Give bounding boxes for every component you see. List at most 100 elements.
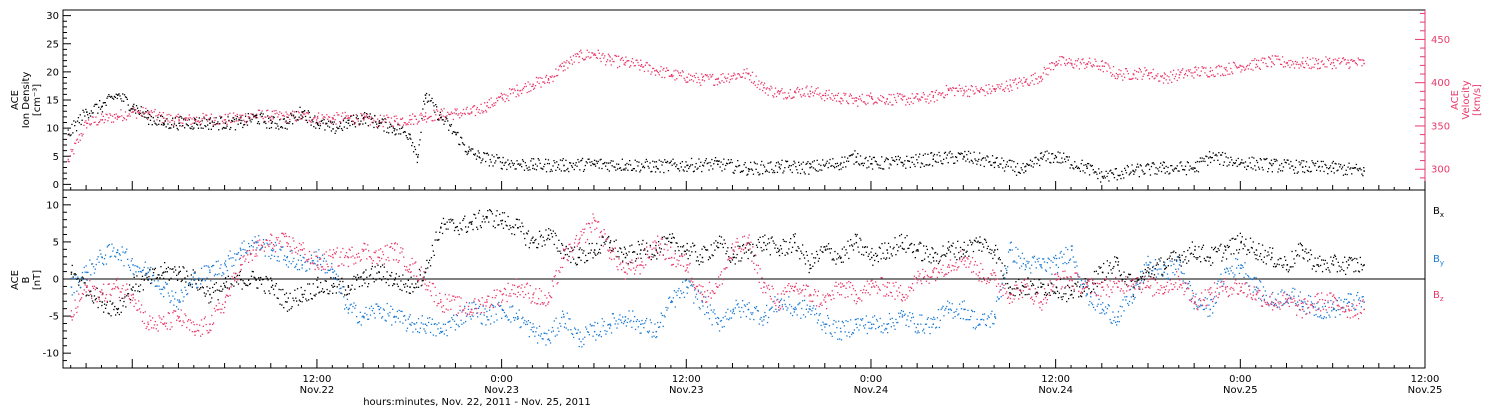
data-point-bx bbox=[1313, 265, 1315, 267]
data-point-bx bbox=[1180, 265, 1182, 267]
data-point-density bbox=[1160, 162, 1162, 164]
data-point-bx bbox=[787, 253, 789, 255]
data-point-density bbox=[132, 108, 134, 110]
data-point-density bbox=[971, 160, 973, 162]
data-point-velocity bbox=[89, 124, 92, 126]
data-point-velocity bbox=[588, 51, 590, 53]
data-point-density bbox=[120, 98, 122, 100]
data-point-bx bbox=[222, 288, 224, 290]
data-point-velocity bbox=[674, 79, 676, 81]
data-point-density bbox=[981, 157, 984, 160]
data-point-bx bbox=[542, 236, 544, 238]
data-point-bx bbox=[623, 246, 626, 248]
data-point-velocity bbox=[1030, 74, 1032, 77]
data-point-density bbox=[614, 166, 616, 168]
data-point-velocity bbox=[319, 123, 321, 125]
data-point-bx bbox=[454, 226, 457, 229]
data-point-density bbox=[139, 112, 141, 114]
data-point-density bbox=[331, 121, 333, 123]
data-point-density bbox=[864, 157, 866, 160]
data-point-velocity bbox=[939, 92, 941, 94]
data-point-density bbox=[557, 166, 559, 169]
data-point-density bbox=[839, 164, 841, 166]
data-point-bx bbox=[713, 242, 715, 244]
data-point-bx bbox=[498, 224, 500, 226]
data-point-velocity bbox=[1032, 74, 1034, 76]
data-point-bx bbox=[616, 256, 618, 258]
data-point-density bbox=[494, 162, 496, 164]
data-point-velocity bbox=[480, 103, 482, 105]
data-point-velocity bbox=[225, 121, 227, 123]
data-point-density bbox=[645, 158, 647, 161]
data-point-by bbox=[279, 248, 281, 250]
data-point-bx bbox=[419, 274, 421, 276]
data-point-velocity bbox=[1220, 65, 1223, 68]
data-point-bx bbox=[1134, 280, 1136, 283]
data-point-velocity bbox=[295, 120, 297, 122]
data-point-velocity bbox=[1271, 61, 1273, 63]
data-point-bx bbox=[753, 255, 755, 257]
data-point-bx bbox=[1072, 297, 1074, 299]
data-point-bx bbox=[627, 263, 629, 265]
data-point-bx bbox=[1245, 238, 1247, 240]
data-point-density bbox=[1281, 170, 1284, 172]
data-point-bx bbox=[355, 276, 357, 278]
data-point-bx bbox=[279, 303, 281, 305]
data-point-bx bbox=[891, 255, 893, 257]
data-point-density bbox=[279, 119, 281, 121]
data-point-density bbox=[209, 117, 212, 119]
data-point-density bbox=[601, 167, 603, 170]
data-point-density bbox=[267, 115, 269, 117]
data-point-density bbox=[609, 162, 611, 164]
data-point-density bbox=[903, 163, 905, 165]
data-point-density bbox=[585, 161, 587, 163]
data-point-velocity bbox=[438, 119, 441, 121]
data-point-velocity bbox=[298, 112, 300, 114]
data-point-bx bbox=[261, 279, 264, 281]
data-point-by bbox=[302, 256, 304, 258]
data-point-bx bbox=[459, 222, 461, 224]
data-point-bx bbox=[340, 292, 342, 294]
data-point-density bbox=[300, 114, 302, 116]
data-point-density bbox=[1041, 158, 1044, 160]
data-point-velocity bbox=[151, 111, 153, 114]
data-point-velocity bbox=[497, 96, 500, 98]
data-point-velocity bbox=[1126, 70, 1128, 72]
data-point-density bbox=[407, 138, 409, 140]
data-point-velocity bbox=[316, 119, 318, 121]
data-point-density bbox=[459, 144, 461, 146]
data-point-bx bbox=[900, 233, 903, 236]
data-point-by bbox=[134, 265, 136, 267]
data-point-density bbox=[1268, 162, 1271, 164]
data-point-density bbox=[1018, 171, 1020, 174]
data-point-by bbox=[232, 257, 234, 259]
data-point-velocity bbox=[317, 112, 320, 114]
data-point-density bbox=[1031, 160, 1033, 163]
data-point-velocity bbox=[1024, 81, 1027, 83]
data-point-bx bbox=[874, 259, 876, 262]
data-point-velocity bbox=[907, 97, 910, 99]
data-point-bx bbox=[365, 269, 367, 271]
data-point-by bbox=[416, 322, 418, 324]
data-point-by bbox=[307, 261, 309, 263]
data-point-velocity bbox=[893, 93, 895, 96]
data-point-bx bbox=[169, 268, 171, 270]
data-point-velocity bbox=[458, 113, 460, 115]
data-point-bx bbox=[1324, 259, 1326, 262]
data-point-bx bbox=[677, 246, 679, 248]
data-point-velocity bbox=[516, 84, 518, 86]
data-point-by bbox=[202, 277, 204, 280]
data-point-bx bbox=[405, 291, 408, 293]
data-point-density bbox=[242, 126, 244, 129]
data-point-density bbox=[786, 160, 789, 162]
data-point-bx bbox=[212, 286, 214, 289]
data-point-velocity bbox=[443, 108, 445, 110]
data-point-bx bbox=[569, 251, 571, 253]
data-point-velocity bbox=[1284, 65, 1286, 68]
data-point-density bbox=[871, 163, 873, 165]
data-point-density bbox=[470, 150, 472, 152]
data-point-bx bbox=[851, 244, 853, 246]
data-point-velocity bbox=[1327, 58, 1329, 60]
data-point-velocity bbox=[110, 114, 112, 116]
data-point-bx bbox=[495, 215, 497, 217]
